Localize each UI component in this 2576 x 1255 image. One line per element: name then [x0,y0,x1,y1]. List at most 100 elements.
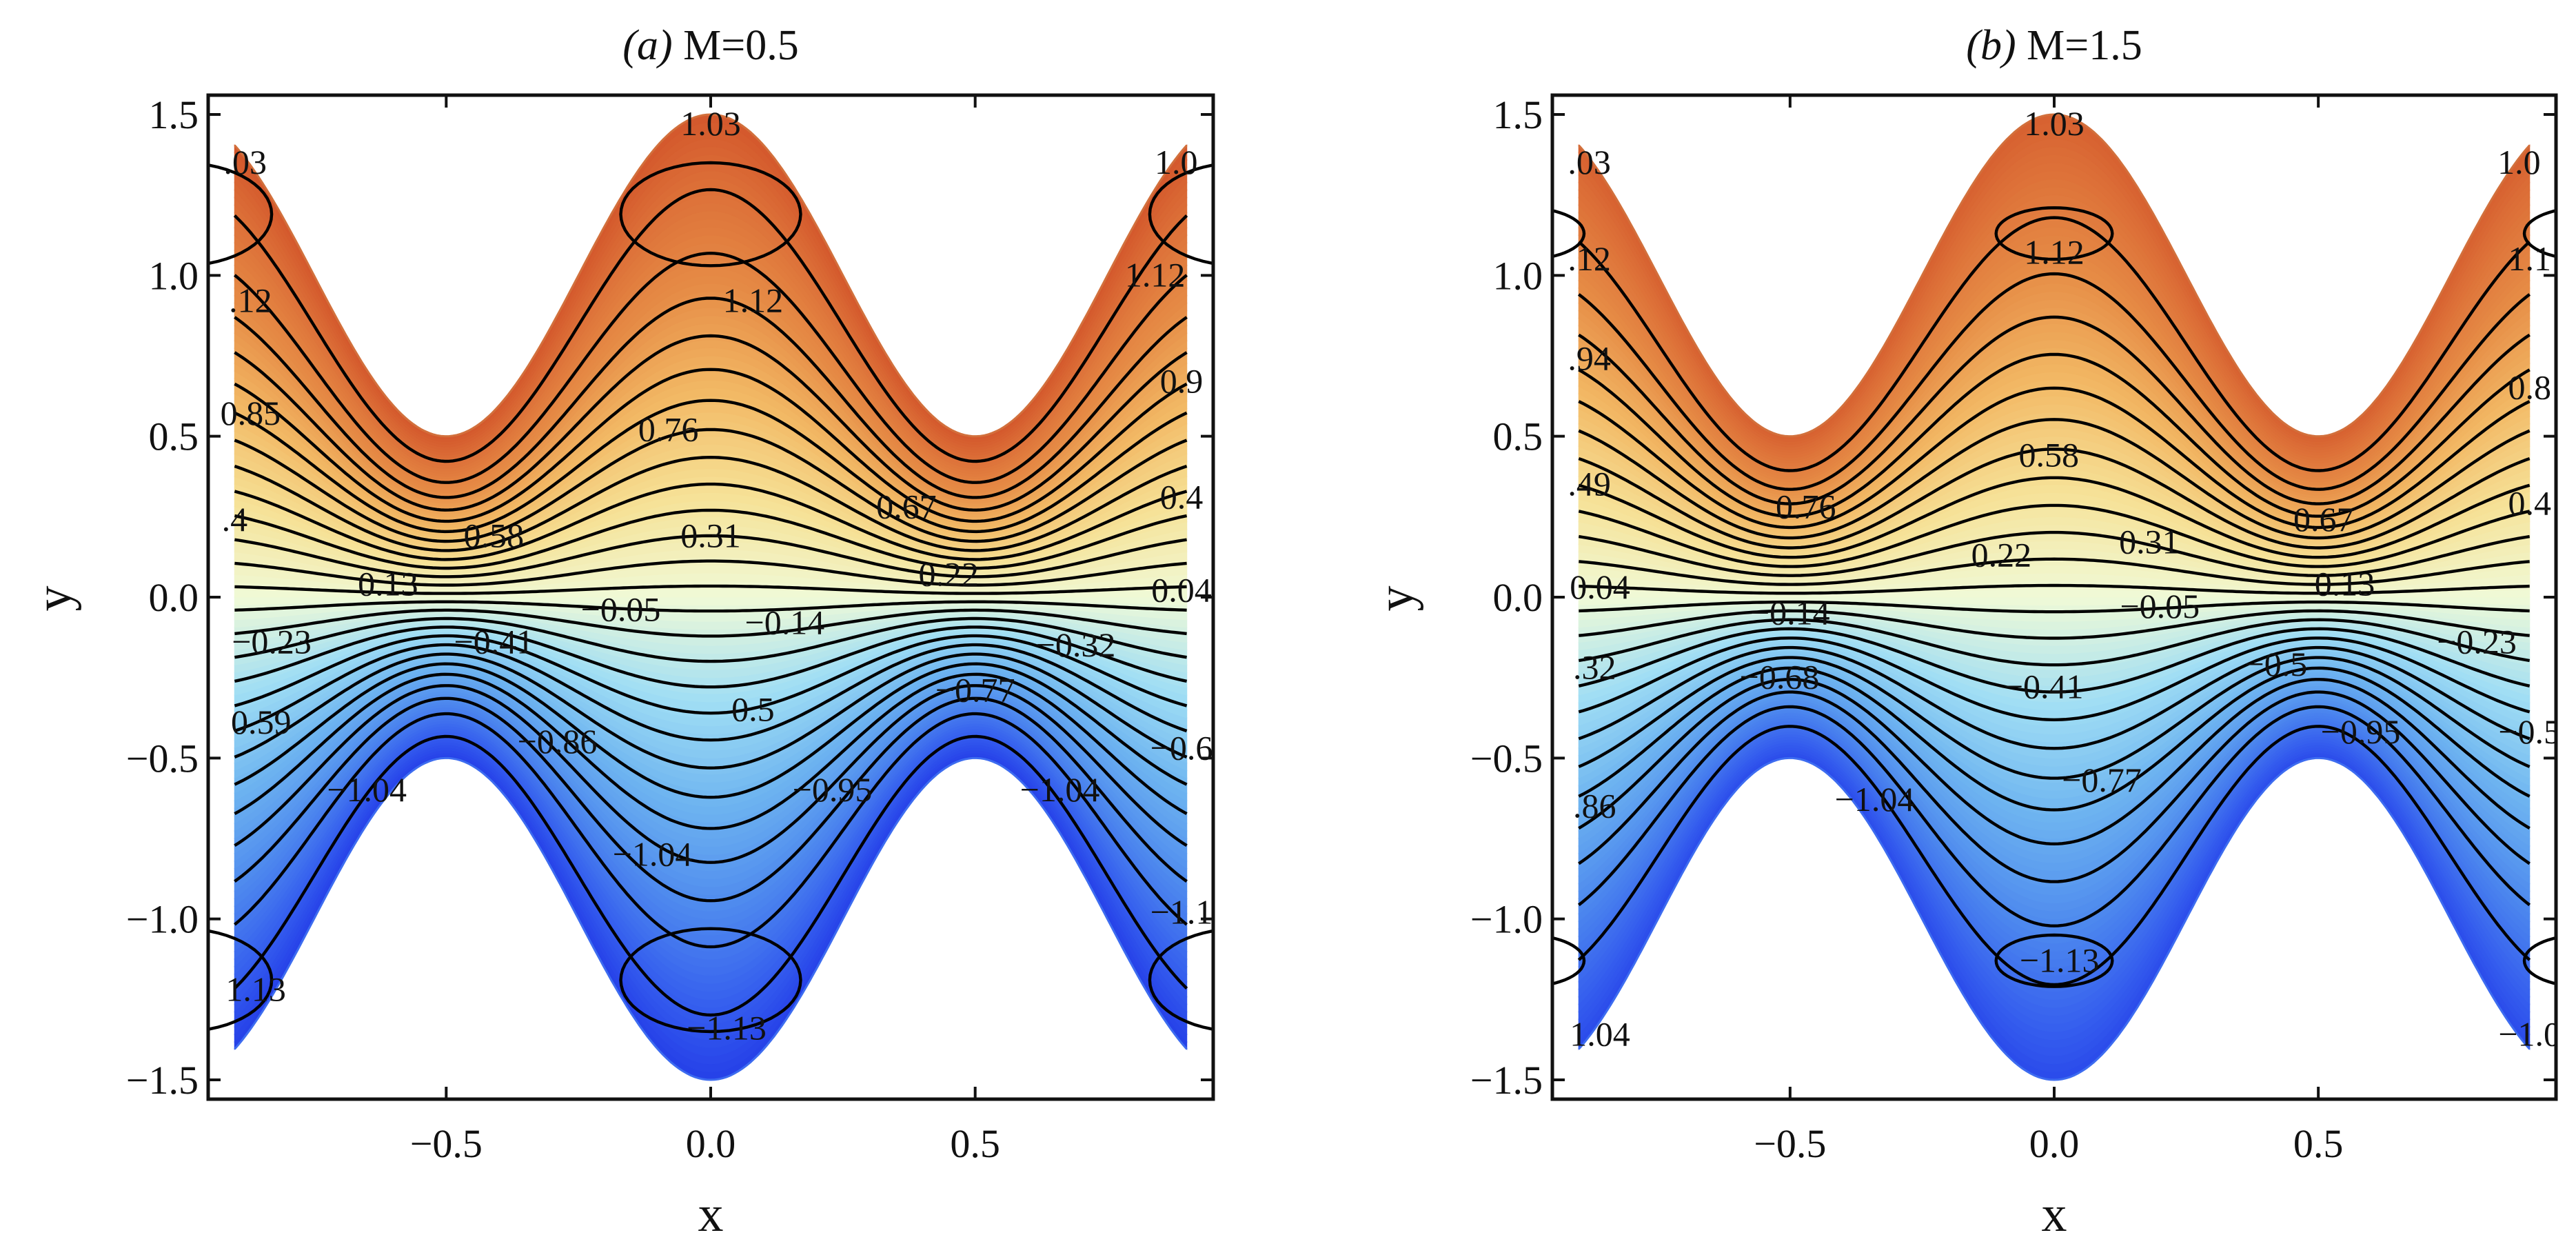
contour-line-a-15 [234,534,1187,579]
panel-a-title-text: M=0.5 [673,22,799,69]
contour-label-a-10: .4 [222,500,248,539]
core-contour-a-bottom-2 [1148,929,1213,1031]
panel-b-plot-area: 1.03 .03 1.0 1.12 .12 1.1 .94 0.8 0.58 .49 0.4 0.76… [1552,104,2561,1081]
contour-line-b-19 [1578,418,2531,540]
contour-label-a-1: .03 [223,143,267,181]
core-contour-a-top-1 [619,161,802,268]
contour-label-a-5: 1.12 [1125,255,1186,294]
contour-line-a-25 [233,188,1188,463]
contour-label-b-23: −0.41 [2004,667,2084,706]
contour-label-b-22: −0.68 [1740,658,1820,696]
ytick-label-b-1: 1.0 [1493,253,1543,298]
contour-label-a-12: 0.58 [464,516,525,554]
ytick-label-a-0: 1.5 [149,92,199,137]
contour-line-a-1 [233,712,1188,949]
contour-line-a-6 [234,652,1188,770]
core-contour-a-bottom-1 [619,927,802,1034]
contour-label-a-18: −0.14 [745,603,825,641]
contour-line-a-0 [233,734,1188,1017]
upper-wall-a [234,113,1188,438]
contour-line-b-8 [1578,636,2531,722]
contour-line-b-15 [1578,530,2531,577]
contour-label-a-24: 0.59 [231,703,292,741]
contour-label-b-26: −0.77 [2062,761,2142,799]
upper-wall-b [1578,113,2531,438]
contour-label-b-27: −1.04 [1835,780,1915,819]
xtick-label-b-0: −0.5 [1754,1121,1826,1166]
contour-label-a-32: 1.13 [225,970,286,1008]
contour-label-a-28: −1.04 [327,770,407,809]
contour-line-b-10 [1578,618,2531,667]
core-contour-b-top-0 [1552,209,1586,259]
contour-label-b-28: .86 [1573,786,1616,825]
contour-line-a-19 [234,428,1188,543]
contour-label-b-24: −0.5 [2498,712,2561,751]
contour-label-b-14: 0.22 [1971,535,2032,574]
contour-label-b-30: 1.04 [1570,1015,1630,1054]
contour-label-a-25: −0.86 [518,722,598,761]
contour-line-a-14 [234,559,1187,587]
contour-line-a-5 [234,662,1188,799]
core-contour-a-top-2 [1148,163,1213,265]
ytick-label-a-3: 0.0 [149,575,199,620]
contour-label-b-4: .12 [1568,239,1611,278]
contour-line-b-4 [1578,678,2531,846]
contour-label-b-18: −0.05 [2120,587,2200,625]
contour-label-b-16: 0.04 [1570,568,1630,606]
panel-a-ticks: −0.5 0.0 0.5 1.5 1.0 0.5 0.0 −0.5 −1.0 −1.5 [126,92,1213,1166]
contour-label-a-0: 1.03 [680,104,741,143]
contour-line-b-22 [1578,315,2531,505]
contour-line-b-12 [1579,600,2530,614]
contour-label-a-19: −0.23 [232,622,312,661]
contour-line-b-11 [1579,609,2530,640]
contour-label-b-10: 0.4 [2508,484,2551,523]
contour-label-b-29: −1.13 [2020,941,2100,979]
ytick-label-a-1: 1.0 [149,253,199,298]
panel-a-plot-area: 1.03 .03 1.0 1.12 .12 1.12 0.85 0.9 0.76 0.67 .4 0.… [208,104,1213,1081]
lower-wall-b [1578,756,2531,1081]
contour-label-a-8: 0.76 [638,410,699,448]
contour-line-a-4 [234,672,1188,830]
contour-label-b-6: .94 [1568,339,1611,378]
contour-line-a-13 [234,584,1187,595]
panel-b-xlabel: x [2042,1186,2067,1243]
contour-label-b-2: 1.0 [2497,143,2541,181]
ytick-label-a-2: 0.5 [149,414,199,459]
xtick-label-a-1: 0.0 [686,1121,736,1166]
contour-label-a-20: −0.41 [454,622,534,661]
ytick-label-b-4: −0.5 [1470,736,1543,781]
ytick-label-b-3: 0.0 [1493,575,1543,620]
core-contour-a-top-0 [208,163,274,265]
contour-label-a-13: 0.31 [680,516,741,554]
contour-label-b-17: −0.14 [1750,593,1830,632]
contour-label-b-8: 0.58 [2019,436,2080,474]
contour-label-a-14: 0.22 [919,554,980,593]
contour-label-b-15: 0.13 [2315,564,2375,603]
contour-line-a-8 [234,634,1188,715]
panel-b-title-text: M=1.5 [2016,22,2142,69]
contour-line-b-2 [1577,705,2531,927]
contour-label-a-33: −1.13 [687,1008,767,1047]
contour-line-b-13 [1579,583,2530,595]
contour-line-a-21 [234,368,1188,523]
ytick-label-b-0: 1.5 [1493,92,1543,137]
contour-label-b-11: 0.76 [1776,487,1836,525]
panel-b-ylabel: y [1368,586,1424,612]
contour-label-b-7: 0.8 [2508,368,2551,407]
contour-line-a-23 [234,297,1188,499]
ytick-label-b-6: −1.5 [1470,1058,1543,1103]
contour-line-b-9 [1578,627,2531,694]
contour-label-a-2: 1.0 [1155,143,1198,181]
contour-line-a-20 [234,399,1188,534]
contour-line-a-16 [234,508,1188,570]
lower-wall-a [234,756,1188,1081]
contour-label-a-31: −1.1 [1150,892,1213,931]
xtick-label-b-1: 0.0 [2029,1121,2080,1166]
contour-label-a-9: 0.67 [876,487,937,525]
panel-a-title: (a) M=0.5 [622,22,798,69]
contour-line-b-20 [1578,386,2531,530]
contour-line-a-9 [234,625,1188,689]
contour-line-a-24 [234,251,1188,484]
xtick-label-a-0: −0.5 [410,1121,483,1166]
core-contour-b-bottom-0 [1552,936,1586,985]
